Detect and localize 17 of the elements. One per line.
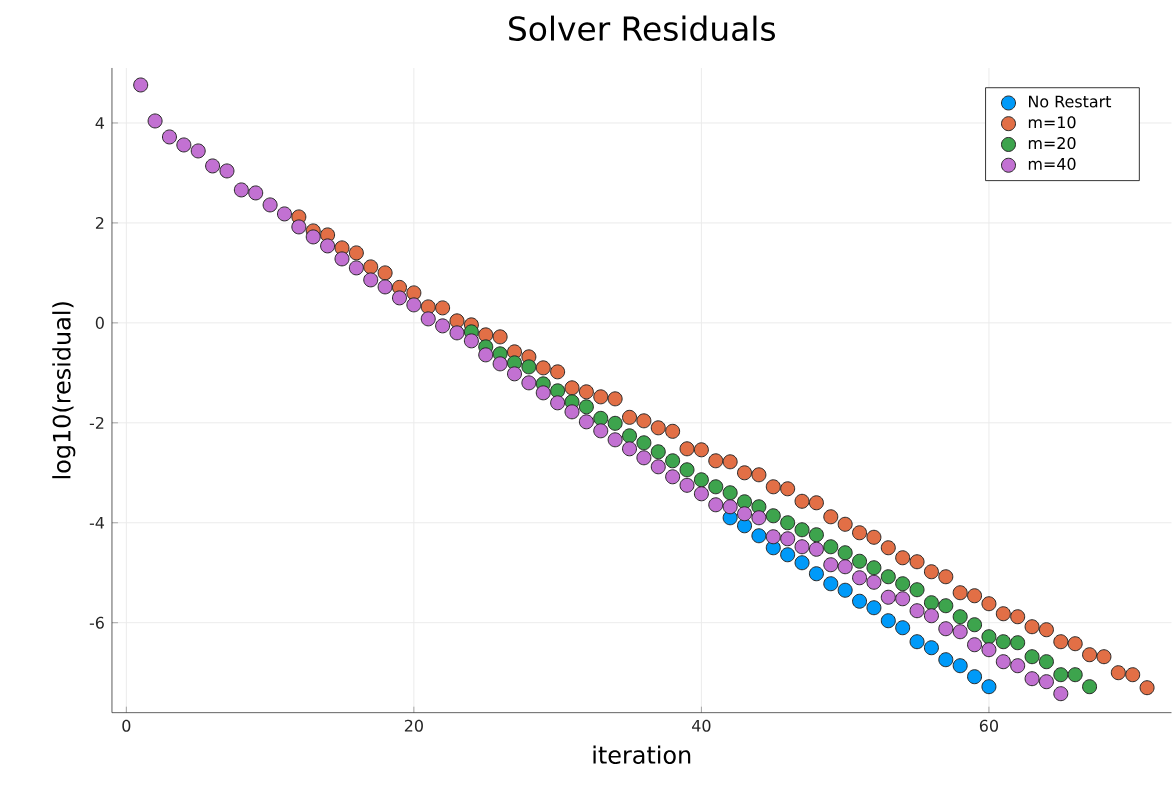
x-axis-title: iteration	[593, 745, 691, 765]
y-axis-title: log10(residual)	[52, 302, 76, 479]
y-tick-label: -6	[89, 616, 104, 629]
x-tick-label: 60	[979, 719, 999, 732]
y-tick-label: 0	[95, 317, 104, 330]
y-tick-label: -4	[89, 517, 105, 529]
legend-label: m=10	[1028, 116, 1076, 129]
legend-label: No Restart	[1029, 95, 1112, 108]
y-tick-label: -2	[89, 417, 104, 429]
x-tick-label: 40	[692, 719, 711, 732]
chart-title: Solver Residuals	[509, 15, 775, 42]
legend-label: m=20	[1028, 137, 1076, 150]
x-tick-label: 20	[404, 719, 423, 732]
x-tick-label: 0	[122, 719, 131, 732]
y-tick-label: 2	[95, 217, 104, 229]
legend-label: m=40	[1028, 158, 1076, 171]
y-tick-label: 4	[95, 117, 105, 129]
